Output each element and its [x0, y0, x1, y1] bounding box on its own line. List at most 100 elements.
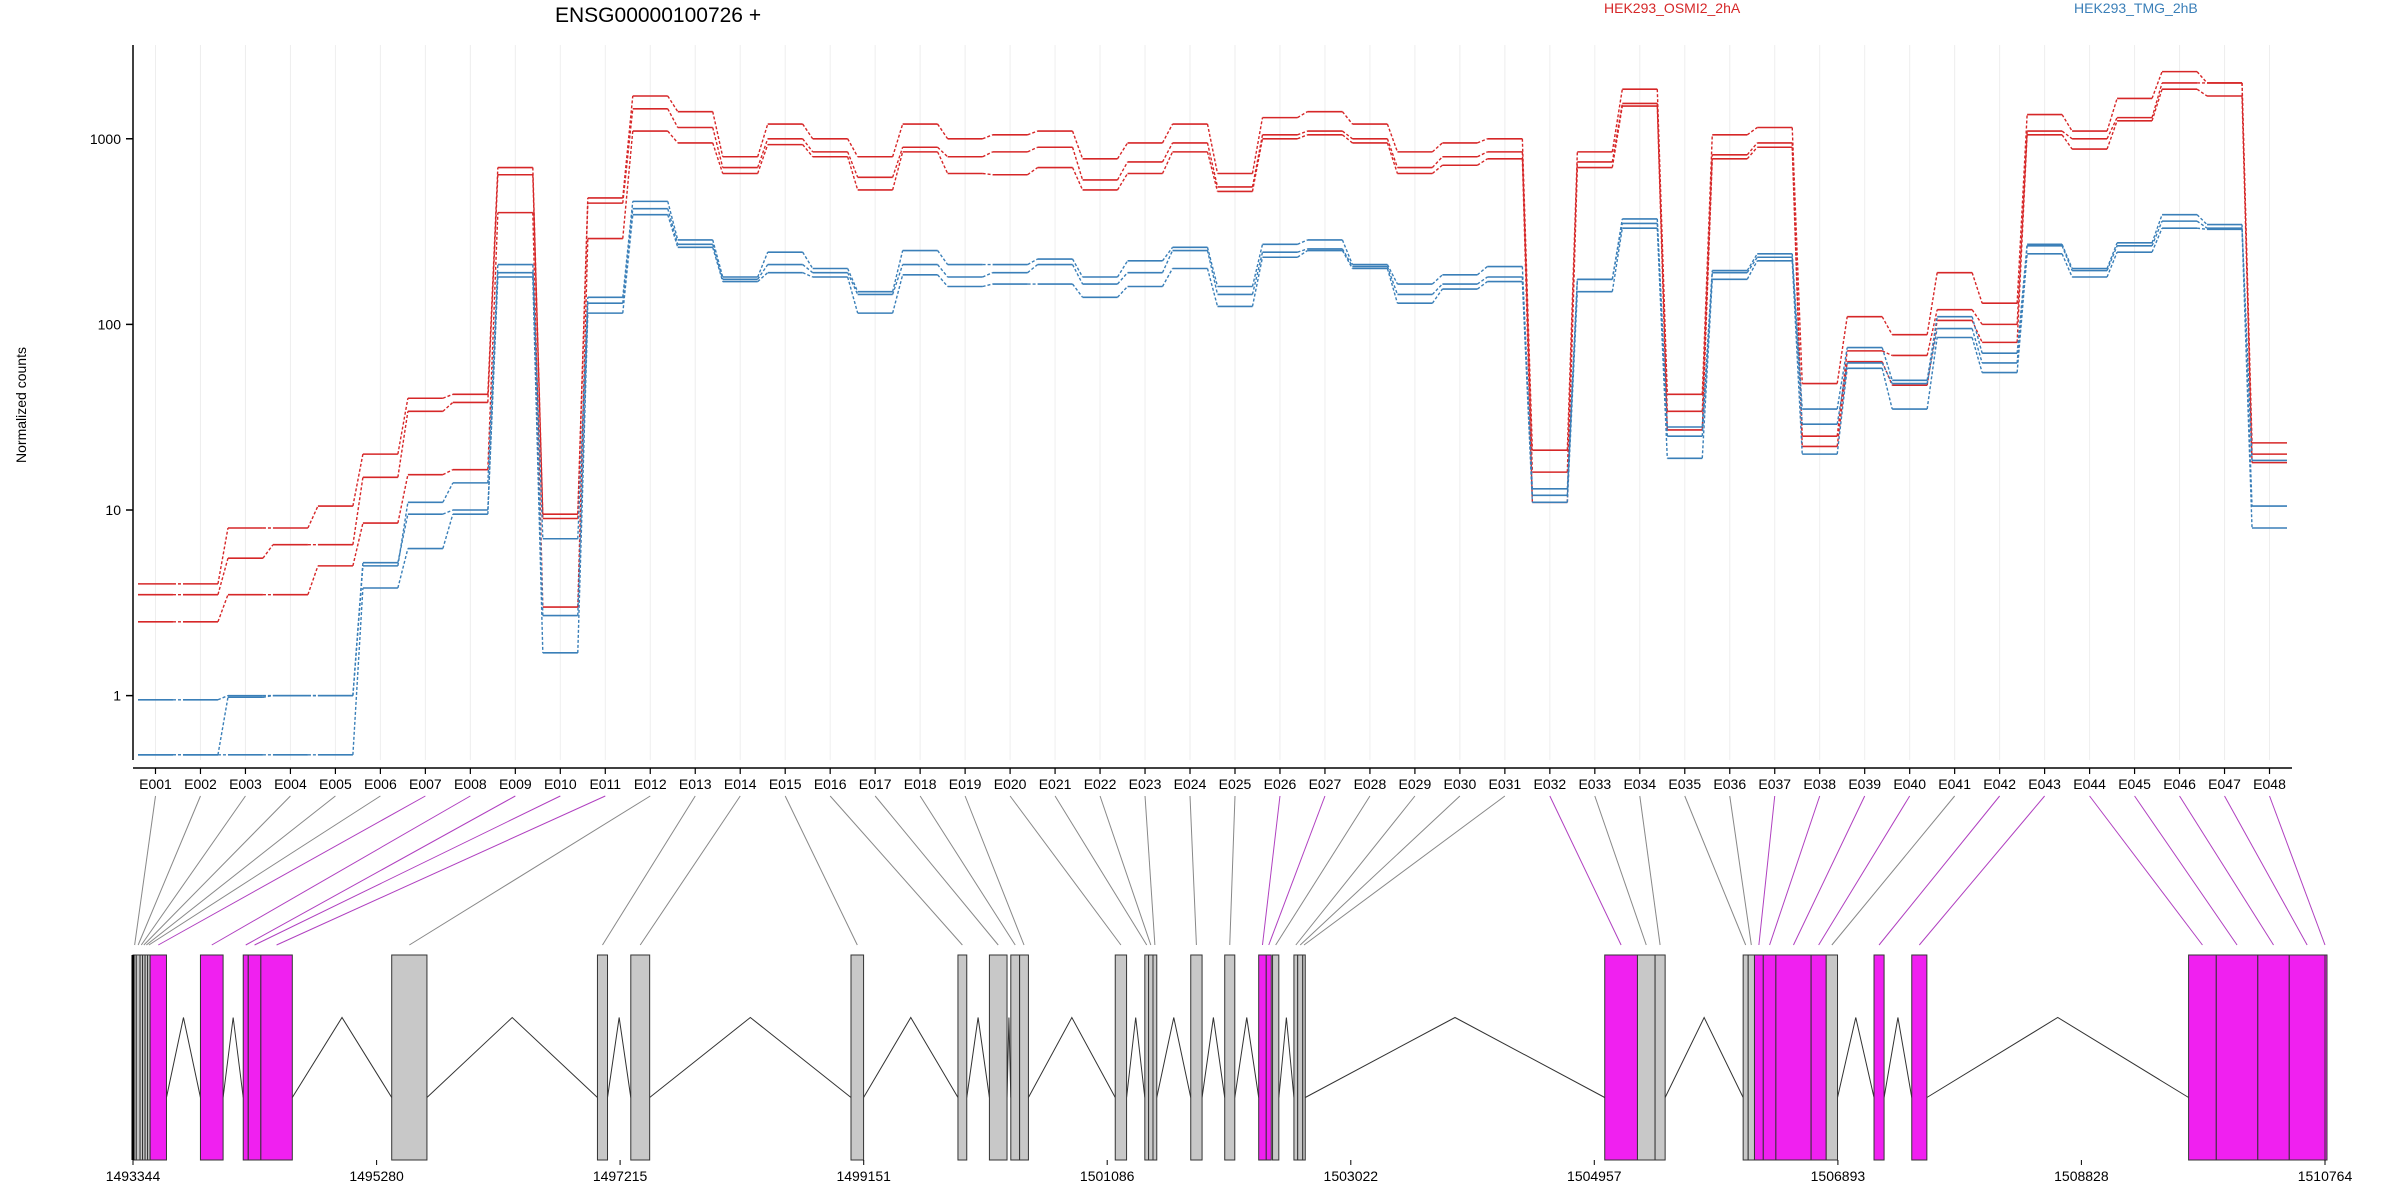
series-step-e028: [1386, 266, 1399, 295]
series-step-e029: [1431, 274, 1443, 285]
series-step-e021: [1071, 130, 1084, 160]
series-step-e025: [1251, 257, 1264, 307]
connector-e025: [1229, 795, 1236, 946]
connector-e032: [1549, 795, 1622, 946]
series-step-e046: [2196, 220, 2208, 229]
series-step-e038: [1836, 361, 1848, 447]
series-step-e009: [532, 264, 544, 539]
series-step-e046: [2196, 71, 2208, 84]
connector-e046: [2179, 795, 2274, 946]
series-step-e022: [1116, 260, 1129, 278]
series-step-e043: [2061, 114, 2073, 132]
connector-e031: [1303, 795, 1506, 946]
series-step-e013: [712, 247, 724, 282]
connector-e012: [409, 795, 651, 946]
series-step-e030: [1477, 138, 1488, 144]
series-2-hek293_osmi2_2ha: [138, 82, 2287, 596]
connector-e030: [1299, 795, 1461, 946]
series-step-e017: [891, 274, 904, 314]
series-step-e045: [2151, 88, 2163, 121]
intron-16: [1278, 1017, 1295, 1098]
series-step-e022: [1117, 286, 1129, 298]
exon-block-e012: [391, 954, 428, 1161]
exon-block-e009: [242, 954, 249, 1161]
series-step-e014: [757, 138, 769, 168]
series-step-e036: [1746, 260, 1758, 280]
legend-entry-osmi2: HEK293_OSMI2_2hA: [1604, 0, 1741, 16]
series-step-e015: [802, 144, 814, 158]
series-step-e007: [442, 509, 454, 515]
gene-track: 1493344 1495280 1497215 1499151 1501086 15030…: [106, 954, 2352, 1184]
series-step-e043: [2061, 253, 2073, 278]
series-step-e023: [1161, 142, 1174, 163]
exon-block-e007: [149, 954, 167, 1161]
series-step-e011: [622, 131, 634, 239]
x-tick-label-e032: E032: [1533, 776, 1566, 792]
series-step-e044: [2106, 117, 2118, 140]
series-step-e041: [1971, 328, 1983, 364]
series-step-e014: [757, 272, 769, 283]
intron-5: [607, 1017, 632, 1098]
series-step-e024: [1206, 142, 1219, 188]
x-tick-label-e039: E039: [1848, 776, 1881, 792]
series-step-e035: [1701, 158, 1713, 430]
connector-e022: [1099, 795, 1152, 946]
intron-20: [1883, 1017, 1913, 1098]
connector-e019: [964, 795, 1025, 946]
series-step-e041: [1971, 272, 1983, 304]
coord-tick-label-1508828: 1508828: [2054, 1168, 2109, 1184]
exon-block-e020: [1114, 954, 1128, 1161]
connector-e034: [1639, 795, 1661, 946]
exon-connectors: [134, 795, 2326, 946]
series-step-e038: [1836, 347, 1848, 410]
series-step-e024: [1206, 268, 1219, 307]
connector-e044: [2089, 795, 2203, 946]
exon-block-e011: [260, 954, 293, 1161]
series-step-e002: [217, 594, 229, 623]
connector-e035: [1684, 795, 1747, 946]
connector-e038: [1769, 795, 1821, 946]
exon-block-e008: [199, 954, 224, 1161]
series-step-e033: [1611, 228, 1624, 292]
x-tick-label-e026: E026: [1264, 776, 1297, 792]
connector-e007: [158, 795, 426, 946]
exon-block-e048: [2324, 954, 2328, 1161]
exon-block-e035: [1742, 954, 1749, 1161]
connector-e016: [829, 795, 963, 946]
series-step-e033: [1611, 223, 1624, 280]
series-step-e002: [217, 527, 229, 584]
series-step-e026: [1297, 248, 1308, 253]
series-step-e023: [1161, 151, 1174, 174]
connector-e039: [1793, 795, 1866, 946]
series-step-e013: [712, 127, 724, 168]
series-step-e015: [802, 264, 814, 274]
series-step-e020: [1027, 130, 1038, 136]
series-step-e020: [1027, 264, 1039, 274]
series-step-e028: [1386, 142, 1399, 174]
exon-block-e018: [1010, 954, 1021, 1161]
connector-e037: [1758, 795, 1776, 946]
series-step-e039: [1881, 350, 1893, 357]
series-step-e025: [1251, 138, 1264, 192]
series-step-e007: [442, 401, 454, 412]
series-step-e021: [1071, 258, 1084, 278]
x-tick-label-e029: E029: [1399, 776, 1432, 792]
series-step-e047: [2241, 228, 2253, 461]
exon-block-e034: [1654, 954, 1666, 1161]
series-step-e015: [802, 251, 814, 269]
x-tick-label-e047: E047: [2208, 776, 2241, 792]
coord-tick-label-1501086: 1501086: [1080, 1168, 1135, 1184]
connector-e024: [1189, 795, 1197, 946]
series-step-e005: [352, 587, 364, 755]
x-tick-label-e048: E048: [2253, 776, 2286, 792]
series-step-e033: [1611, 89, 1624, 152]
exon-block-e037: [1753, 954, 1764, 1161]
connector-e045: [2134, 795, 2238, 946]
intron-12: [1156, 1017, 1192, 1098]
x-tick-label-e016: E016: [814, 776, 847, 792]
series-step-e015: [802, 123, 814, 140]
series-step-e010: [577, 313, 589, 653]
series-step-e035: [1701, 134, 1713, 395]
exon-block-e032: [1604, 954, 1638, 1161]
series-step-e023: [1161, 250, 1174, 273]
